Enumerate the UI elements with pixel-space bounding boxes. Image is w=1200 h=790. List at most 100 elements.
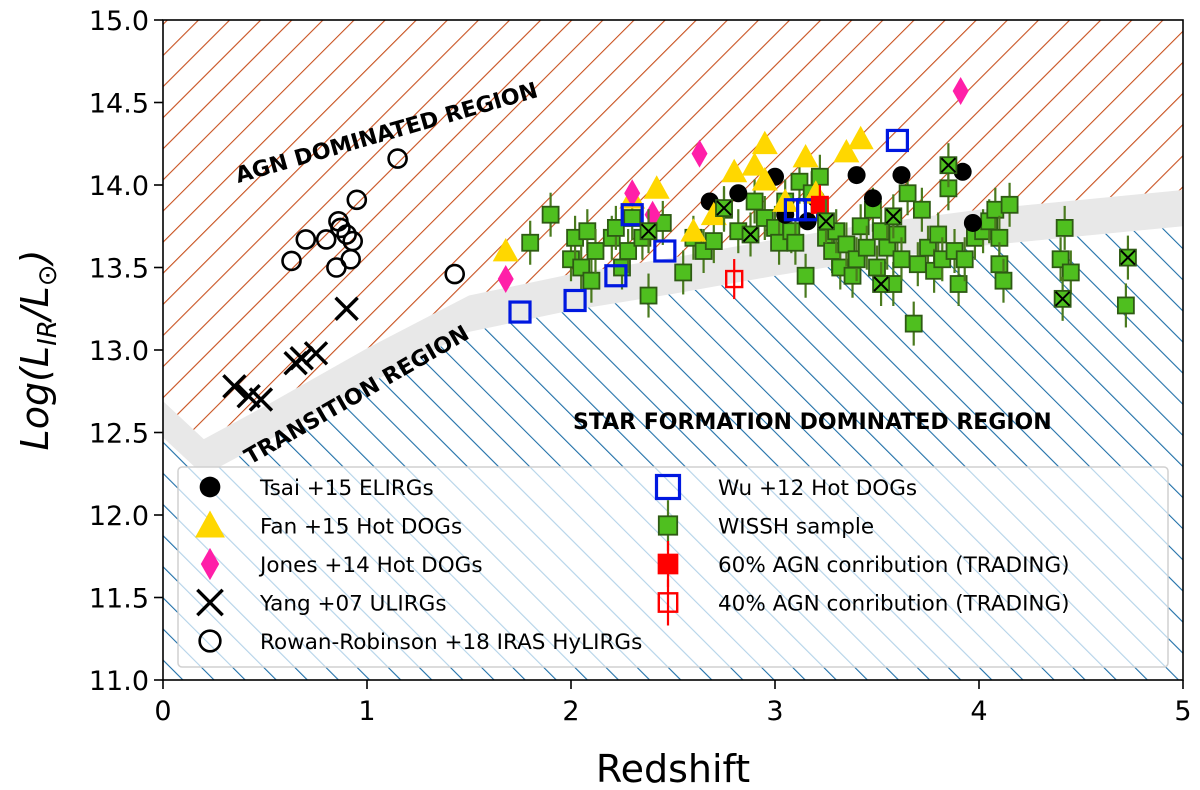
point-5-3 xyxy=(620,203,644,227)
point-3-2 xyxy=(248,387,274,412)
point-1-3 xyxy=(680,218,707,242)
point-0-4 xyxy=(847,166,866,185)
point-6-49 xyxy=(898,184,917,203)
y-tick-label-2: 12.0 xyxy=(89,501,149,532)
series-1 xyxy=(492,125,874,262)
point-6-43 xyxy=(868,258,886,277)
point-4-6 xyxy=(336,224,357,245)
legend-marker-0 xyxy=(199,476,221,498)
point-6-9 xyxy=(606,218,625,237)
series-5 xyxy=(508,128,910,324)
point-6-71 xyxy=(1061,263,1080,282)
legend: Tsai +15 ELIRGs Fan +15 Hot DOGs Jones +14… xyxy=(177,466,1169,668)
legend-label-3: Yang +07 ULIRGs xyxy=(259,592,447,617)
series-3 xyxy=(222,296,359,412)
sf-region-label: STAR FORMATION DOMINATED REGION xyxy=(573,410,1052,435)
point-0-1 xyxy=(729,184,748,203)
x-axis-title: Redshift xyxy=(596,747,750,790)
point-4-11 xyxy=(444,263,466,285)
x-tick-label-2: 2 xyxy=(562,696,579,727)
y-tick-label-1: 11.5 xyxy=(89,584,149,615)
point-1-6 xyxy=(751,167,778,191)
point-6-4 xyxy=(572,258,591,277)
point-1-0 xyxy=(492,238,519,262)
point-1-9 xyxy=(792,143,819,168)
agn-dominated-region xyxy=(163,20,1183,440)
point-2-1 xyxy=(624,179,641,208)
series-2 xyxy=(497,76,969,294)
point-5-5 xyxy=(783,198,808,222)
legend-items: Tsai +15 ELIRGs Fan +15 Hot DOGs Jones +14… xyxy=(195,473,1070,655)
point-6-14 xyxy=(639,286,658,305)
point-6-48 xyxy=(892,250,911,269)
legend-label-4: Rowan-Robinson +18 IRAS HyLIRGs xyxy=(260,630,642,655)
legend-marker-6 xyxy=(657,515,679,536)
point-2-0 xyxy=(497,265,514,294)
crossed-point-2-x xyxy=(742,226,759,243)
legend-label-0: Tsai +15 ELIRGs xyxy=(259,476,434,501)
crossed-point-7-x xyxy=(1054,291,1071,307)
crossed-point-8-x xyxy=(1120,249,1136,266)
legend-box-border xyxy=(177,466,1169,668)
legend-marker-3 xyxy=(196,588,224,617)
legend-label-1: Fan +15 Hot DOGs xyxy=(260,515,462,540)
point-3-4 xyxy=(289,346,314,371)
point-4-1 xyxy=(295,229,317,250)
y-tick-label-5: 13.5 xyxy=(89,254,149,285)
point-6-66 xyxy=(990,255,1009,274)
legend-item-3: Yang +07 ULIRGs xyxy=(196,588,447,617)
crossed-point-0-x xyxy=(640,223,657,239)
point-6-1 xyxy=(541,205,560,224)
point-4-5 xyxy=(330,217,351,239)
y-tick-label-8: 15.0 xyxy=(89,6,149,37)
point-6-40 xyxy=(851,217,870,236)
point-3-0 xyxy=(222,374,247,399)
x-tick-label-1: 1 xyxy=(358,696,375,727)
point-6-41 xyxy=(857,238,876,257)
point-6-32 xyxy=(810,167,829,186)
legend-marker-4 xyxy=(198,629,222,653)
point-4-2 xyxy=(315,229,337,250)
y-tick-label-7: 14.5 xyxy=(89,89,149,120)
series-6 xyxy=(521,154,1135,346)
legend-item-4: Rowan-Robinson +18 IRAS HyLIRGs xyxy=(198,629,642,655)
x-tick-label-4: 4 xyxy=(970,696,987,727)
point-6-28 xyxy=(786,233,805,252)
point-3-6 xyxy=(334,296,359,321)
point-6-22 xyxy=(745,192,764,211)
y-axis: 11.0 11.5 12.0 12.5 13.0 13.5 14.0 14.5 15.0 xyxy=(89,6,163,697)
y-tick-label-6: 14.0 xyxy=(89,171,149,202)
legend-label-7: 60% AGN conribution (TRADING) xyxy=(718,553,1070,578)
y-tick-label-0: 11.0 xyxy=(89,666,149,697)
legend-label-8: 40% AGN conribution (TRADING) xyxy=(718,592,1070,617)
crossed-point-3-x xyxy=(818,213,834,230)
legend-item-5: Wu +12 Hot DOGs xyxy=(654,473,917,501)
x-tick-label-5: 5 xyxy=(1174,696,1191,727)
point-6-37 xyxy=(837,235,856,254)
x-axis: 0 1 2 3 4 5 xyxy=(154,680,1192,727)
series-layer xyxy=(222,76,1137,412)
point-6-53 xyxy=(919,238,937,257)
point-8-0 xyxy=(725,269,744,289)
point-4-9 xyxy=(346,189,368,211)
x-tick-label-0: 0 xyxy=(154,696,171,727)
point-6-67 xyxy=(994,271,1013,290)
point-6-72 xyxy=(1116,296,1135,315)
legend-marker-7 xyxy=(657,553,679,575)
point-6-11 xyxy=(619,242,638,260)
point-6-59 xyxy=(949,275,968,293)
point-6-16 xyxy=(674,263,693,282)
point-1-7 xyxy=(751,130,778,155)
y-tick-label-3: 12.5 xyxy=(89,419,149,450)
point-4-10 xyxy=(387,148,408,169)
point-0-6 xyxy=(892,166,911,185)
legend-marker-5 xyxy=(654,473,682,501)
point-3-5 xyxy=(303,341,329,366)
point-1-2 xyxy=(643,175,670,199)
point-6-47 xyxy=(888,225,907,244)
crossed-point-4-x xyxy=(873,276,889,292)
point-6-69 xyxy=(1051,250,1070,269)
legend-item-1: Fan +15 Hot DOGs xyxy=(195,510,462,540)
point-0-7 xyxy=(953,162,972,181)
